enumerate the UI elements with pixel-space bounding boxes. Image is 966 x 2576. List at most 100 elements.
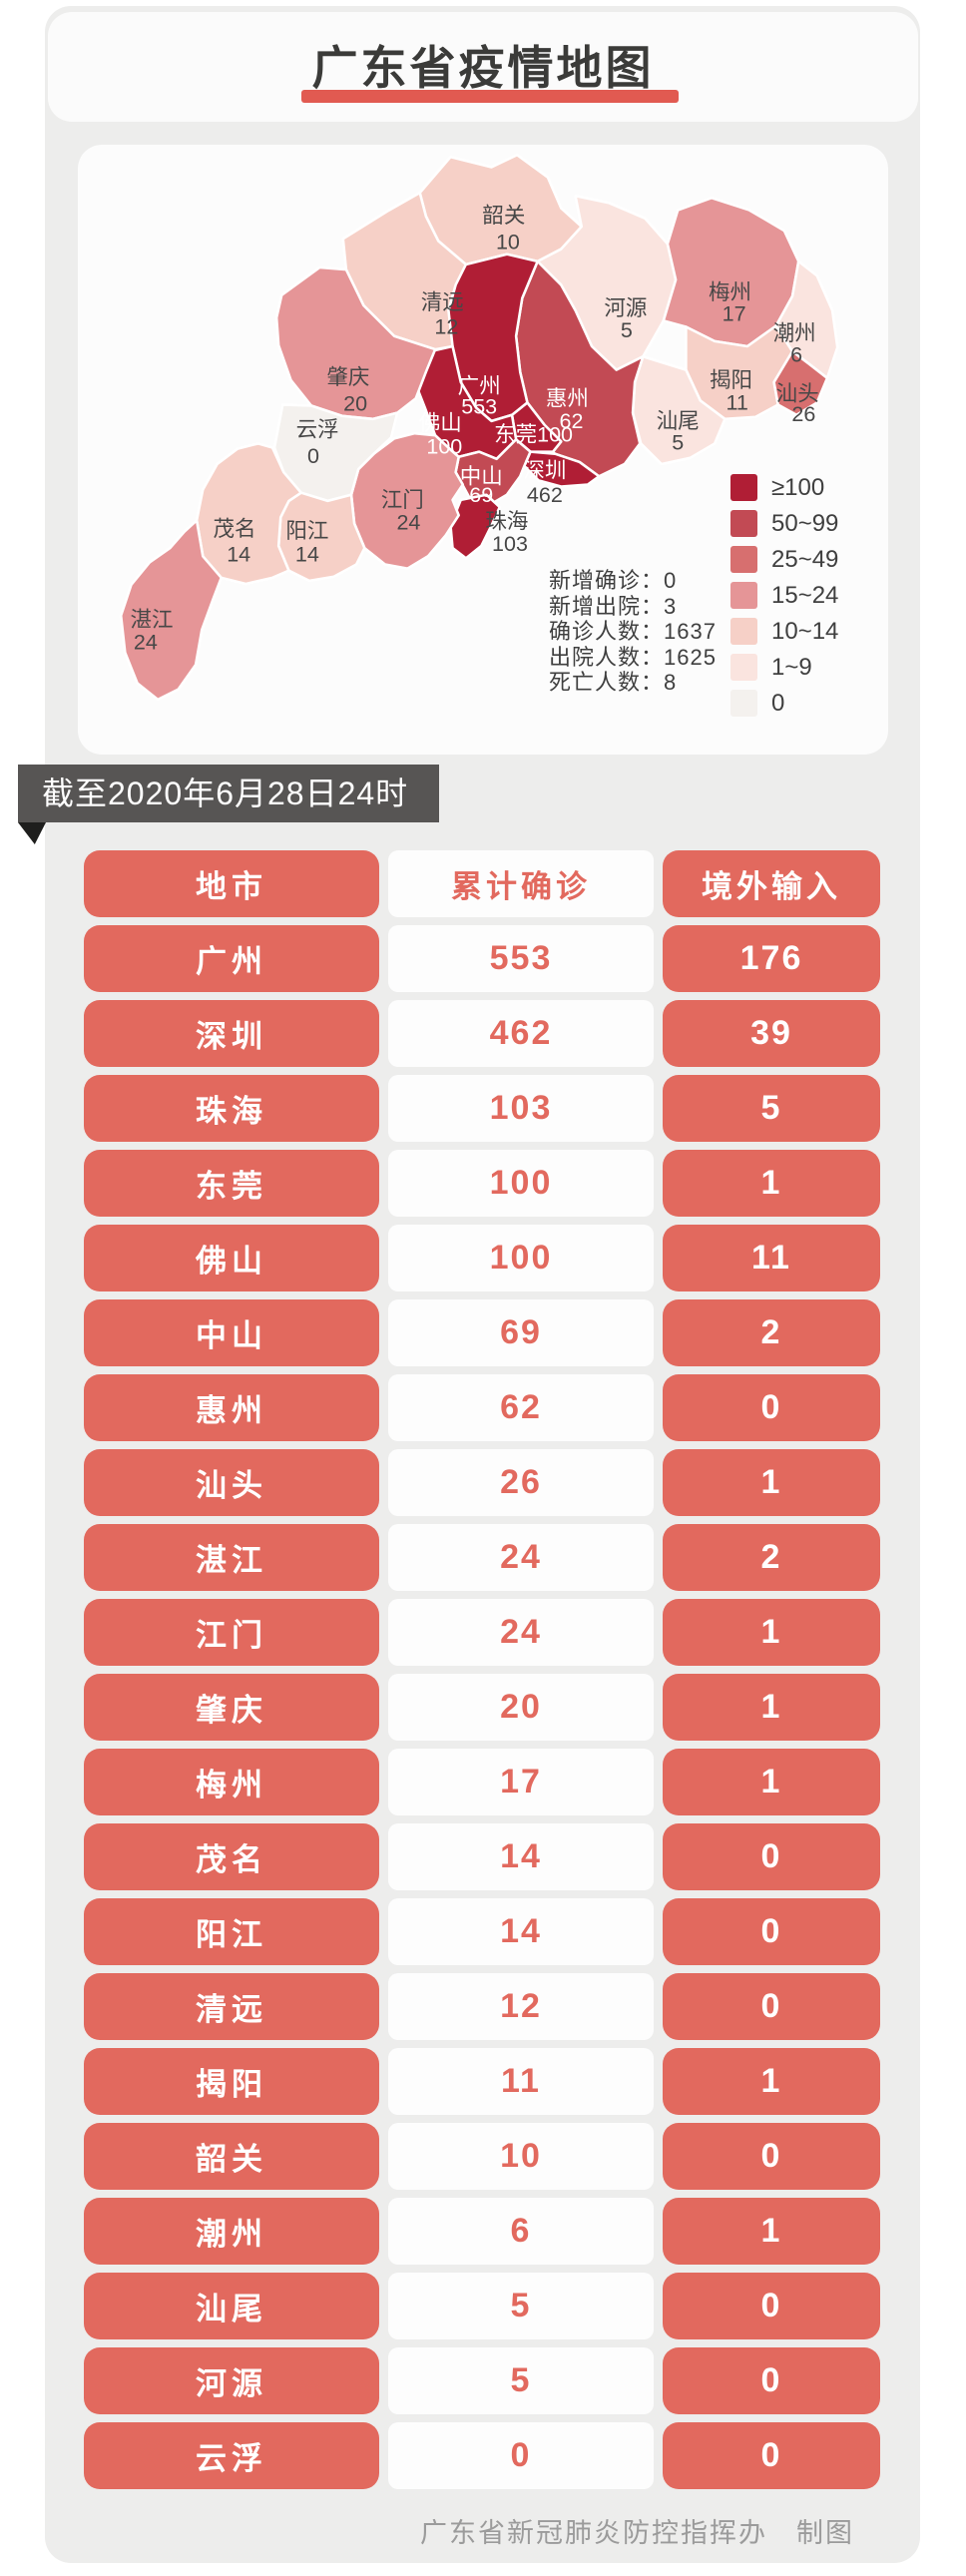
city-cell: 惠州 bbox=[84, 1374, 379, 1441]
map-region-茂名 bbox=[195, 442, 303, 586]
imported-cell: 0 bbox=[663, 2422, 880, 2489]
footer-credit: 广东省新冠肺炎防控指挥办 制图 bbox=[420, 2518, 854, 2548]
legend-swatch bbox=[730, 654, 757, 681]
header-cell: 累计确诊 bbox=[388, 850, 654, 917]
page-title: 广东省疫情地图 bbox=[311, 42, 655, 94]
map-region-肇庆 bbox=[274, 265, 437, 421]
map-region-label: 珠海 bbox=[485, 510, 528, 534]
map-region-label: 惠州 bbox=[546, 386, 589, 410]
confirmed-cell: 12 bbox=[388, 1973, 654, 2040]
table-row: 惠州 62 0 bbox=[84, 1374, 880, 1441]
map-region-value: 5 bbox=[621, 318, 633, 342]
table-row: 梅州 17 1 bbox=[84, 1749, 880, 1815]
imported-cell: 0 bbox=[663, 1973, 880, 2040]
table-row: 佛山 100 11 bbox=[84, 1225, 880, 1291]
legend-swatch bbox=[730, 546, 757, 573]
legend-swatch bbox=[730, 510, 757, 537]
city-cell: 湛江 bbox=[84, 1524, 379, 1591]
map-region-label: 阳江 bbox=[285, 519, 328, 543]
map-card: 韶关 10 清远 12 河源 5 梅州 17 潮州 6 揭阳 11 汕头 26 汕尾 5 惠州 62 东莞100 深圳… bbox=[78, 145, 888, 755]
city-cell: 梅州 bbox=[84, 1749, 379, 1815]
map-region-label: 清远 bbox=[421, 290, 464, 314]
confirmed-cell: 62 bbox=[388, 1374, 654, 1441]
map-region-value: 0 bbox=[307, 444, 319, 468]
legend-item: 50~99 bbox=[730, 510, 838, 537]
confirmed-cell: 100 bbox=[388, 1150, 654, 1217]
map-region-value: 11 bbox=[726, 391, 748, 415]
date-banner: 截至2020年6月28日24时 bbox=[18, 765, 439, 822]
table-row: 茂名 14 0 bbox=[84, 1823, 880, 1890]
header-cell: 境外输入 bbox=[663, 850, 880, 917]
map-region-label: 梅州 bbox=[709, 280, 751, 304]
legend-item: 1~9 bbox=[730, 654, 838, 681]
map-region-value: 20 bbox=[343, 392, 367, 416]
imported-cell: 0 bbox=[663, 1374, 880, 1441]
legend-item: 25~49 bbox=[730, 546, 838, 573]
map-region-label: 湛江 bbox=[130, 608, 173, 632]
confirmed-cell: 24 bbox=[388, 1524, 654, 1591]
legend-swatch bbox=[730, 690, 757, 717]
confirmed-cell: 14 bbox=[388, 1823, 654, 1890]
imported-cell: 0 bbox=[663, 2347, 880, 2414]
title-card: 广东省疫情地图 bbox=[48, 12, 918, 122]
imported-cell: 1 bbox=[663, 1599, 880, 1666]
legend-item: 0 bbox=[730, 690, 838, 717]
imported-cell: 1 bbox=[663, 1150, 880, 1217]
confirmed-cell: 103 bbox=[388, 1075, 654, 1142]
city-cell: 茂名 bbox=[84, 1823, 379, 1890]
confirmed-cell: 20 bbox=[388, 1674, 654, 1741]
map-region-深圳 bbox=[523, 450, 601, 488]
map-region-label: 江门 bbox=[381, 488, 424, 512]
confirmed-cell: 24 bbox=[388, 1599, 654, 1666]
imported-cell: 5 bbox=[663, 1075, 880, 1142]
city-cell: 汕头 bbox=[84, 1449, 379, 1516]
stat-line: 出院人数：1625 bbox=[549, 644, 717, 670]
table-row: 珠海 103 5 bbox=[84, 1075, 880, 1142]
stat-line: 确诊人数：1637 bbox=[549, 619, 717, 644]
confirmed-cell: 17 bbox=[388, 1749, 654, 1815]
legend-swatch bbox=[730, 618, 757, 645]
imported-cell: 0 bbox=[663, 1898, 880, 1965]
table-row: 江门 24 1 bbox=[84, 1599, 880, 1666]
map-region-value: 69 bbox=[469, 483, 493, 507]
legend-label: 10~14 bbox=[771, 617, 839, 645]
table-row: 云浮 0 0 bbox=[84, 2422, 880, 2489]
imported-cell: 0 bbox=[663, 2273, 880, 2339]
table-row: 肇庆 20 1 bbox=[84, 1674, 880, 1741]
legend-label: 15~24 bbox=[771, 581, 839, 609]
city-cell: 阳江 bbox=[84, 1898, 379, 1965]
map-region-value: 24 bbox=[134, 631, 158, 655]
city-cell: 韶关 bbox=[84, 2123, 379, 2190]
city-cell: 汕尾 bbox=[84, 2273, 379, 2339]
confirmed-cell: 0 bbox=[388, 2422, 654, 2489]
table-row: 汕尾 5 0 bbox=[84, 2273, 880, 2339]
confirmed-cell: 14 bbox=[388, 1898, 654, 1965]
imported-cell: 1 bbox=[663, 1749, 880, 1815]
map-region-value: 62 bbox=[560, 409, 584, 433]
map-region-label: 汕头 bbox=[776, 381, 819, 405]
legend-label: 50~99 bbox=[771, 509, 839, 537]
stat-line: 新增出院：3 bbox=[549, 593, 678, 619]
imported-cell: 0 bbox=[663, 1823, 880, 1890]
map-region-value: 26 bbox=[791, 402, 815, 426]
city-cell: 深圳 bbox=[84, 1000, 379, 1067]
map-region-value: 462 bbox=[527, 483, 563, 507]
map-region-label: 佛山 bbox=[419, 411, 462, 435]
city-cell: 云浮 bbox=[84, 2422, 379, 2489]
legend-label: 1~9 bbox=[771, 653, 812, 681]
confirmed-cell: 6 bbox=[388, 2198, 654, 2265]
map-region-label: 中山 bbox=[460, 464, 503, 488]
legend-label: 25~49 bbox=[771, 545, 839, 573]
header-cell: 地市 bbox=[84, 850, 379, 917]
map-region-珠海 bbox=[449, 493, 502, 560]
imported-cell: 39 bbox=[663, 1000, 880, 1067]
map-region-中山 bbox=[454, 438, 532, 507]
city-cell: 清远 bbox=[84, 1973, 379, 2040]
confirmed-cell: 553 bbox=[388, 925, 654, 992]
map-region-value: 5 bbox=[672, 431, 684, 455]
map-region-label: 茂名 bbox=[214, 517, 256, 541]
city-cell: 潮州 bbox=[84, 2198, 379, 2265]
table-row: 阳江 14 0 bbox=[84, 1898, 880, 1965]
imported-cell: 2 bbox=[663, 1524, 880, 1591]
map-region-value: 103 bbox=[492, 532, 528, 556]
